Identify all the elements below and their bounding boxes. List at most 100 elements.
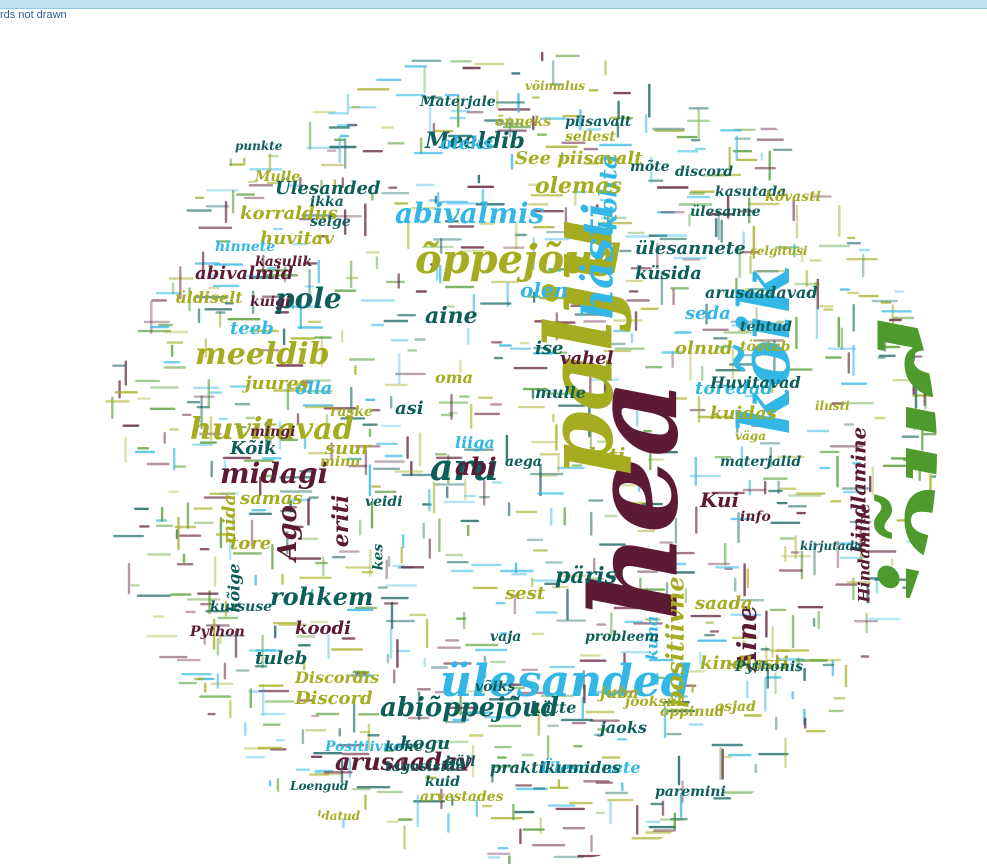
- word-liiga: liiga: [455, 433, 495, 452]
- word-vaja: vaja: [490, 629, 522, 645]
- word-kasutada: kasutada: [715, 184, 787, 200]
- word-suur: suur: [325, 438, 371, 459]
- word-aine: aine: [425, 303, 478, 329]
- word-ulesanded-cap: Ülesanded: [275, 178, 381, 199]
- word-ulesanne: ülesanne: [690, 204, 761, 220]
- word-korraldatud: korraldatud: [280, 809, 361, 823]
- word-mote: mõte: [630, 159, 670, 175]
- word-aega: aega: [505, 454, 542, 470]
- word-korraldus: korraldus: [240, 203, 338, 224]
- word-kirjutada: kirjutada: [800, 539, 862, 553]
- word-seda: seda: [685, 303, 731, 324]
- word-selge: selge: [310, 214, 351, 230]
- word-kovasti: kõvasti: [765, 189, 821, 205]
- word-voimalus: võimalus: [525, 79, 586, 93]
- word-oppejoud-large: Õppejõud: [856, 317, 937, 864]
- word-aru: aru: [430, 447, 499, 489]
- word-uldiselt: üldiselt: [175, 288, 243, 307]
- word-juures: juures: [245, 373, 309, 394]
- word-materjale: Materjale: [420, 94, 496, 110]
- word-abivalmid: abivalmid: [195, 263, 294, 284]
- word-eriti: eriti: [328, 494, 355, 548]
- word-discord-cap: Discord: [295, 688, 373, 709]
- word-sellest: sellest: [565, 129, 616, 145]
- word-piisavalt: piisavalt: [565, 114, 632, 130]
- word-oppejoud: õppejõud: [415, 236, 622, 283]
- word-jooksul: jooksul: [625, 694, 682, 710]
- word-raske: raske: [330, 404, 373, 420]
- word-abivalmis: abivalmis: [395, 197, 545, 230]
- word-tehtud: tehtud: [740, 319, 792, 335]
- word-olla: olla: [295, 378, 333, 399]
- word-ise: ise: [535, 338, 564, 359]
- word-ulesannete: ülesannete: [635, 238, 746, 259]
- word-alati: alati: [575, 443, 626, 467]
- word-minu: minu: [320, 454, 361, 470]
- word-arusaadavad: arusaadavad: [705, 283, 818, 302]
- word-sest: sest: [505, 583, 546, 604]
- top-bar: [0, 0, 987, 9]
- word-info: info: [740, 509, 771, 525]
- word-see-piisavalt: See piisavalt: [515, 148, 643, 169]
- word-materjalid: materjalid: [720, 454, 802, 470]
- word-oma: oma: [435, 368, 473, 387]
- word-positiivne-cap: Positiivne: [325, 739, 403, 755]
- word-abi: abi: [455, 452, 497, 481]
- word-kuid: kuid: [425, 774, 460, 790]
- word-meeldib-cap: Meeldib: [425, 128, 525, 154]
- word-kursuse: kursuse: [210, 599, 273, 615]
- word-pythonis: Pythonis: [735, 659, 804, 675]
- word-praktikumides: praktikumides: [490, 758, 621, 777]
- word-olemas: olemas: [535, 173, 622, 199]
- word-kogu: kogu: [400, 733, 451, 754]
- word-huvitavad-cap: Huvitavad: [710, 373, 801, 392]
- word-discord: discord: [675, 164, 734, 180]
- word-voiks: võiks: [475, 679, 516, 695]
- word-meeldib: meeldib: [195, 337, 330, 372]
- word-mulle-cap: Mulle: [255, 169, 301, 185]
- word-pole: pole: [275, 282, 342, 315]
- word-asjad: asjad: [715, 699, 756, 715]
- word-paris: päris: [555, 563, 617, 589]
- word-veidi: veidi: [365, 494, 403, 510]
- word-abioppejoud: abiõppejõud: [380, 693, 559, 723]
- word-hinnete: hinnete: [215, 239, 276, 255]
- word-ikka: ikka: [310, 194, 344, 210]
- word-kusida: küsida: [635, 263, 702, 284]
- word-teeb: teeb: [230, 318, 274, 339]
- word-mingi: mingi: [250, 424, 296, 440]
- word-toredad: toredad: [695, 378, 774, 399]
- word-loengud: Loengud: [290, 779, 349, 793]
- word-kes: kes: [370, 543, 387, 571]
- word-olnud: olnud: [675, 338, 733, 359]
- word-kohe: kohe: [385, 739, 424, 755]
- word-olen: olen: [520, 278, 569, 302]
- word-jaoks: jaoks: [600, 718, 647, 737]
- word-tagasiside: tagasiside: [385, 759, 465, 775]
- word-python: Python: [190, 624, 245, 640]
- word-tootab: töötab: [740, 339, 791, 355]
- word-vaga: väga: [735, 429, 766, 443]
- word-huvitavad: huvitavad: [190, 412, 354, 447]
- word-ulesanded: ülesanded: [440, 656, 692, 707]
- word-kuidas: kuidas: [710, 403, 777, 424]
- word-ilusti: ilusti: [815, 399, 850, 413]
- word-paremini: paremini: [655, 784, 726, 800]
- word-selgitusi: selgitusi: [750, 244, 808, 258]
- word-katte: kätte: [530, 698, 577, 717]
- word-kull: küll: [445, 754, 476, 770]
- word-hindamine: Hindamine: [854, 503, 874, 603]
- word-cloud-filler-texture: [105, 51, 937, 864]
- word-positiivne: positiivne: [660, 576, 690, 708]
- word-huvitav: huvitav: [260, 228, 334, 249]
- word-asi: asi: [395, 398, 424, 419]
- word-kui: Kui: [700, 488, 740, 512]
- word-arvestades: arvestades: [420, 789, 504, 805]
- word-probleem: probleem: [585, 629, 660, 645]
- word-onneks: õnneks: [495, 114, 552, 130]
- word-oleks: oleks: [440, 133, 493, 154]
- word-saada: saada: [695, 593, 753, 614]
- word-tore: tore: [230, 533, 272, 554]
- word-rohkem: rohkem: [270, 582, 374, 611]
- word-oppinud: öppinud: [660, 704, 725, 720]
